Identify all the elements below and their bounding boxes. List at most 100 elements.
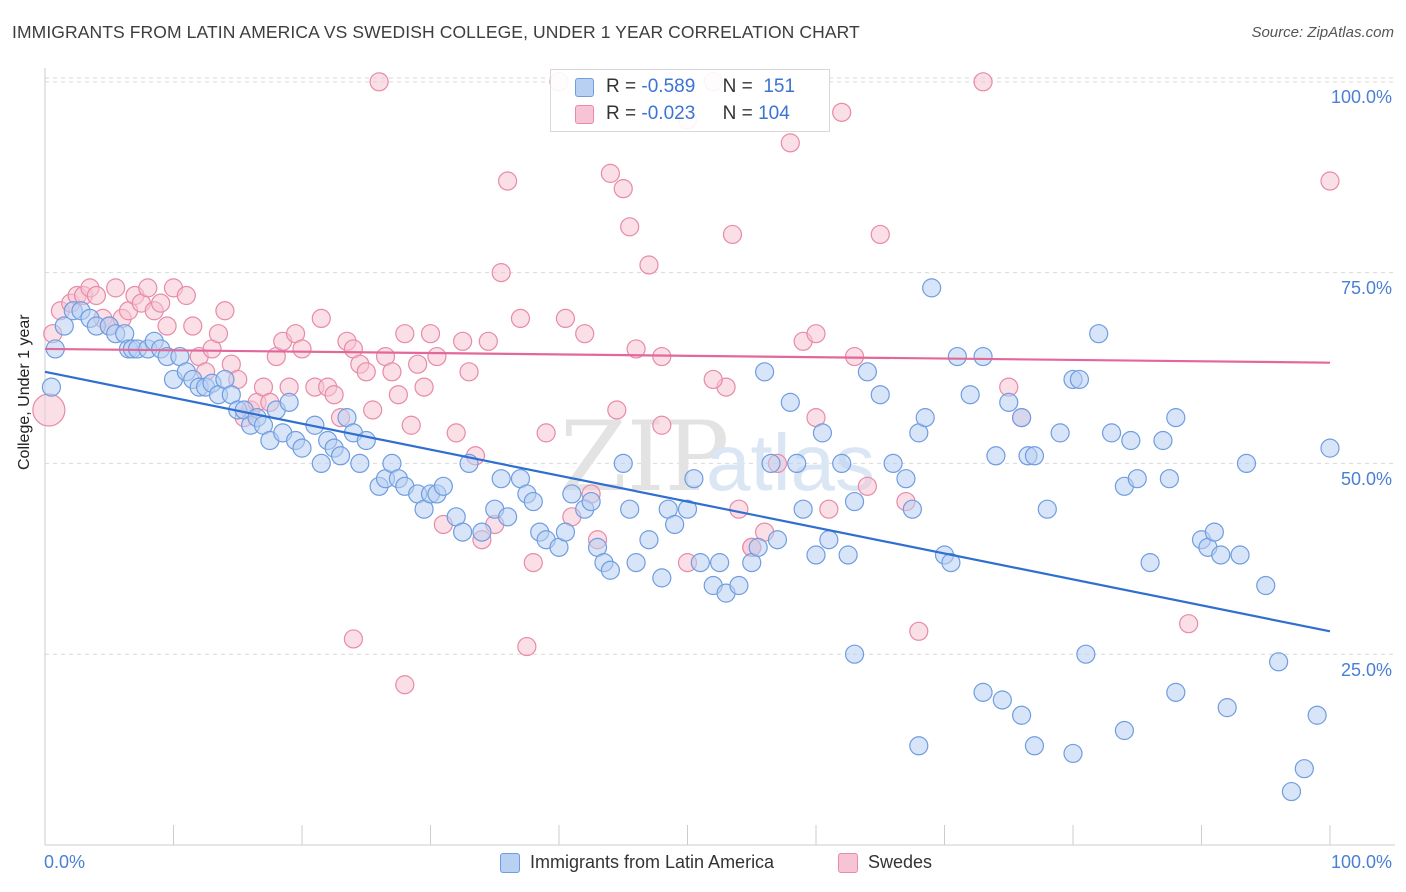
point: [510, 308, 531, 329]
point: [311, 453, 331, 474]
series-latin-america: [41, 278, 1340, 802]
point: [767, 530, 788, 550]
point: [1024, 736, 1045, 756]
point: [292, 339, 312, 359]
point: [1063, 743, 1083, 764]
y-tick-100: 100.0%: [1330, 87, 1392, 107]
point: [183, 316, 203, 336]
point: [909, 621, 929, 641]
legend-row-blue: R = -0.589 N = 151: [575, 75, 795, 99]
point: [909, 736, 929, 756]
point: [562, 484, 582, 504]
point: [960, 385, 980, 405]
point: [138, 278, 158, 298]
point: [806, 324, 826, 344]
point: [857, 476, 878, 496]
legend-n-label: N =: [722, 103, 753, 124]
point: [787, 453, 807, 474]
point: [620, 499, 640, 519]
point: [896, 469, 916, 489]
point: [870, 224, 890, 245]
point: [754, 362, 775, 382]
y-tick-50: 50.0%: [1340, 469, 1392, 489]
point: [986, 446, 1006, 466]
point: [690, 553, 710, 573]
stats-legend: R = -0.589 N = 151 R = -0.023 N = 104: [550, 69, 830, 132]
point: [420, 324, 441, 344]
legend-n-value: 151: [763, 76, 796, 97]
point: [279, 392, 299, 412]
trend-line-swedes: [44, 347, 1331, 364]
bottom-legend-label: Immigrants from Latin America: [530, 852, 775, 872]
point: [41, 377, 62, 397]
point: [1121, 430, 1141, 451]
point: [1114, 720, 1135, 741]
point: [498, 507, 518, 527]
point: [395, 324, 415, 344]
point: [363, 400, 383, 420]
x-tick-0: 0.0%: [44, 852, 86, 872]
point: [324, 385, 344, 405]
point: [1230, 545, 1250, 565]
point: [575, 324, 595, 344]
point: [600, 560, 621, 580]
point: [973, 72, 993, 92]
point: [626, 553, 646, 573]
point: [453, 331, 473, 351]
point: [992, 690, 1012, 710]
point: [388, 385, 408, 405]
point: [1166, 408, 1186, 428]
y-tick-75: 75.0%: [1340, 278, 1392, 298]
point: [433, 476, 453, 496]
point: [369, 72, 389, 92]
point: [947, 346, 967, 367]
point: [1294, 759, 1314, 779]
point: [710, 553, 730, 573]
point: [498, 171, 518, 191]
point: [292, 438, 312, 458]
point: [215, 301, 235, 321]
point: [517, 636, 537, 657]
source-label: Source: ZipAtlas.com: [1251, 24, 1394, 41]
point: [819, 499, 839, 519]
point: [1307, 705, 1327, 725]
point: [1069, 369, 1090, 390]
point: [819, 530, 839, 550]
point: [343, 629, 363, 649]
trend-lines: [44, 347, 1331, 633]
point: [1050, 423, 1070, 443]
point: [581, 491, 601, 512]
point: [607, 400, 627, 420]
bottom-legend-latin-america[interactable]: Immigrants from Latin America: [500, 852, 774, 873]
point: [151, 293, 171, 313]
point: [703, 369, 723, 390]
point: [478, 331, 498, 351]
bottom-legend-swedes[interactable]: Swedes: [838, 852, 932, 873]
y-axis-label: College, Under 1 year: [16, 314, 33, 470]
point: [157, 316, 177, 336]
point: [639, 255, 659, 275]
legend-swatch-pink: [575, 104, 594, 124]
point: [1211, 545, 1231, 565]
point: [838, 545, 858, 565]
point: [652, 568, 672, 588]
point: [922, 278, 942, 298]
point: [106, 278, 126, 298]
point: [1011, 705, 1032, 725]
legend-row-pink: R = -0.023 N = 104: [575, 102, 790, 126]
point: [1076, 644, 1096, 664]
point: [665, 514, 685, 535]
point: [208, 324, 229, 344]
point: [1153, 430, 1173, 451]
point: [748, 537, 768, 557]
point: [523, 491, 543, 512]
point: [1159, 469, 1179, 489]
point: [1101, 423, 1122, 443]
point: [857, 362, 878, 382]
point: [613, 179, 633, 199]
point: [414, 377, 434, 397]
axes: [44, 68, 1395, 846]
point: [832, 453, 852, 474]
point: [973, 682, 993, 702]
